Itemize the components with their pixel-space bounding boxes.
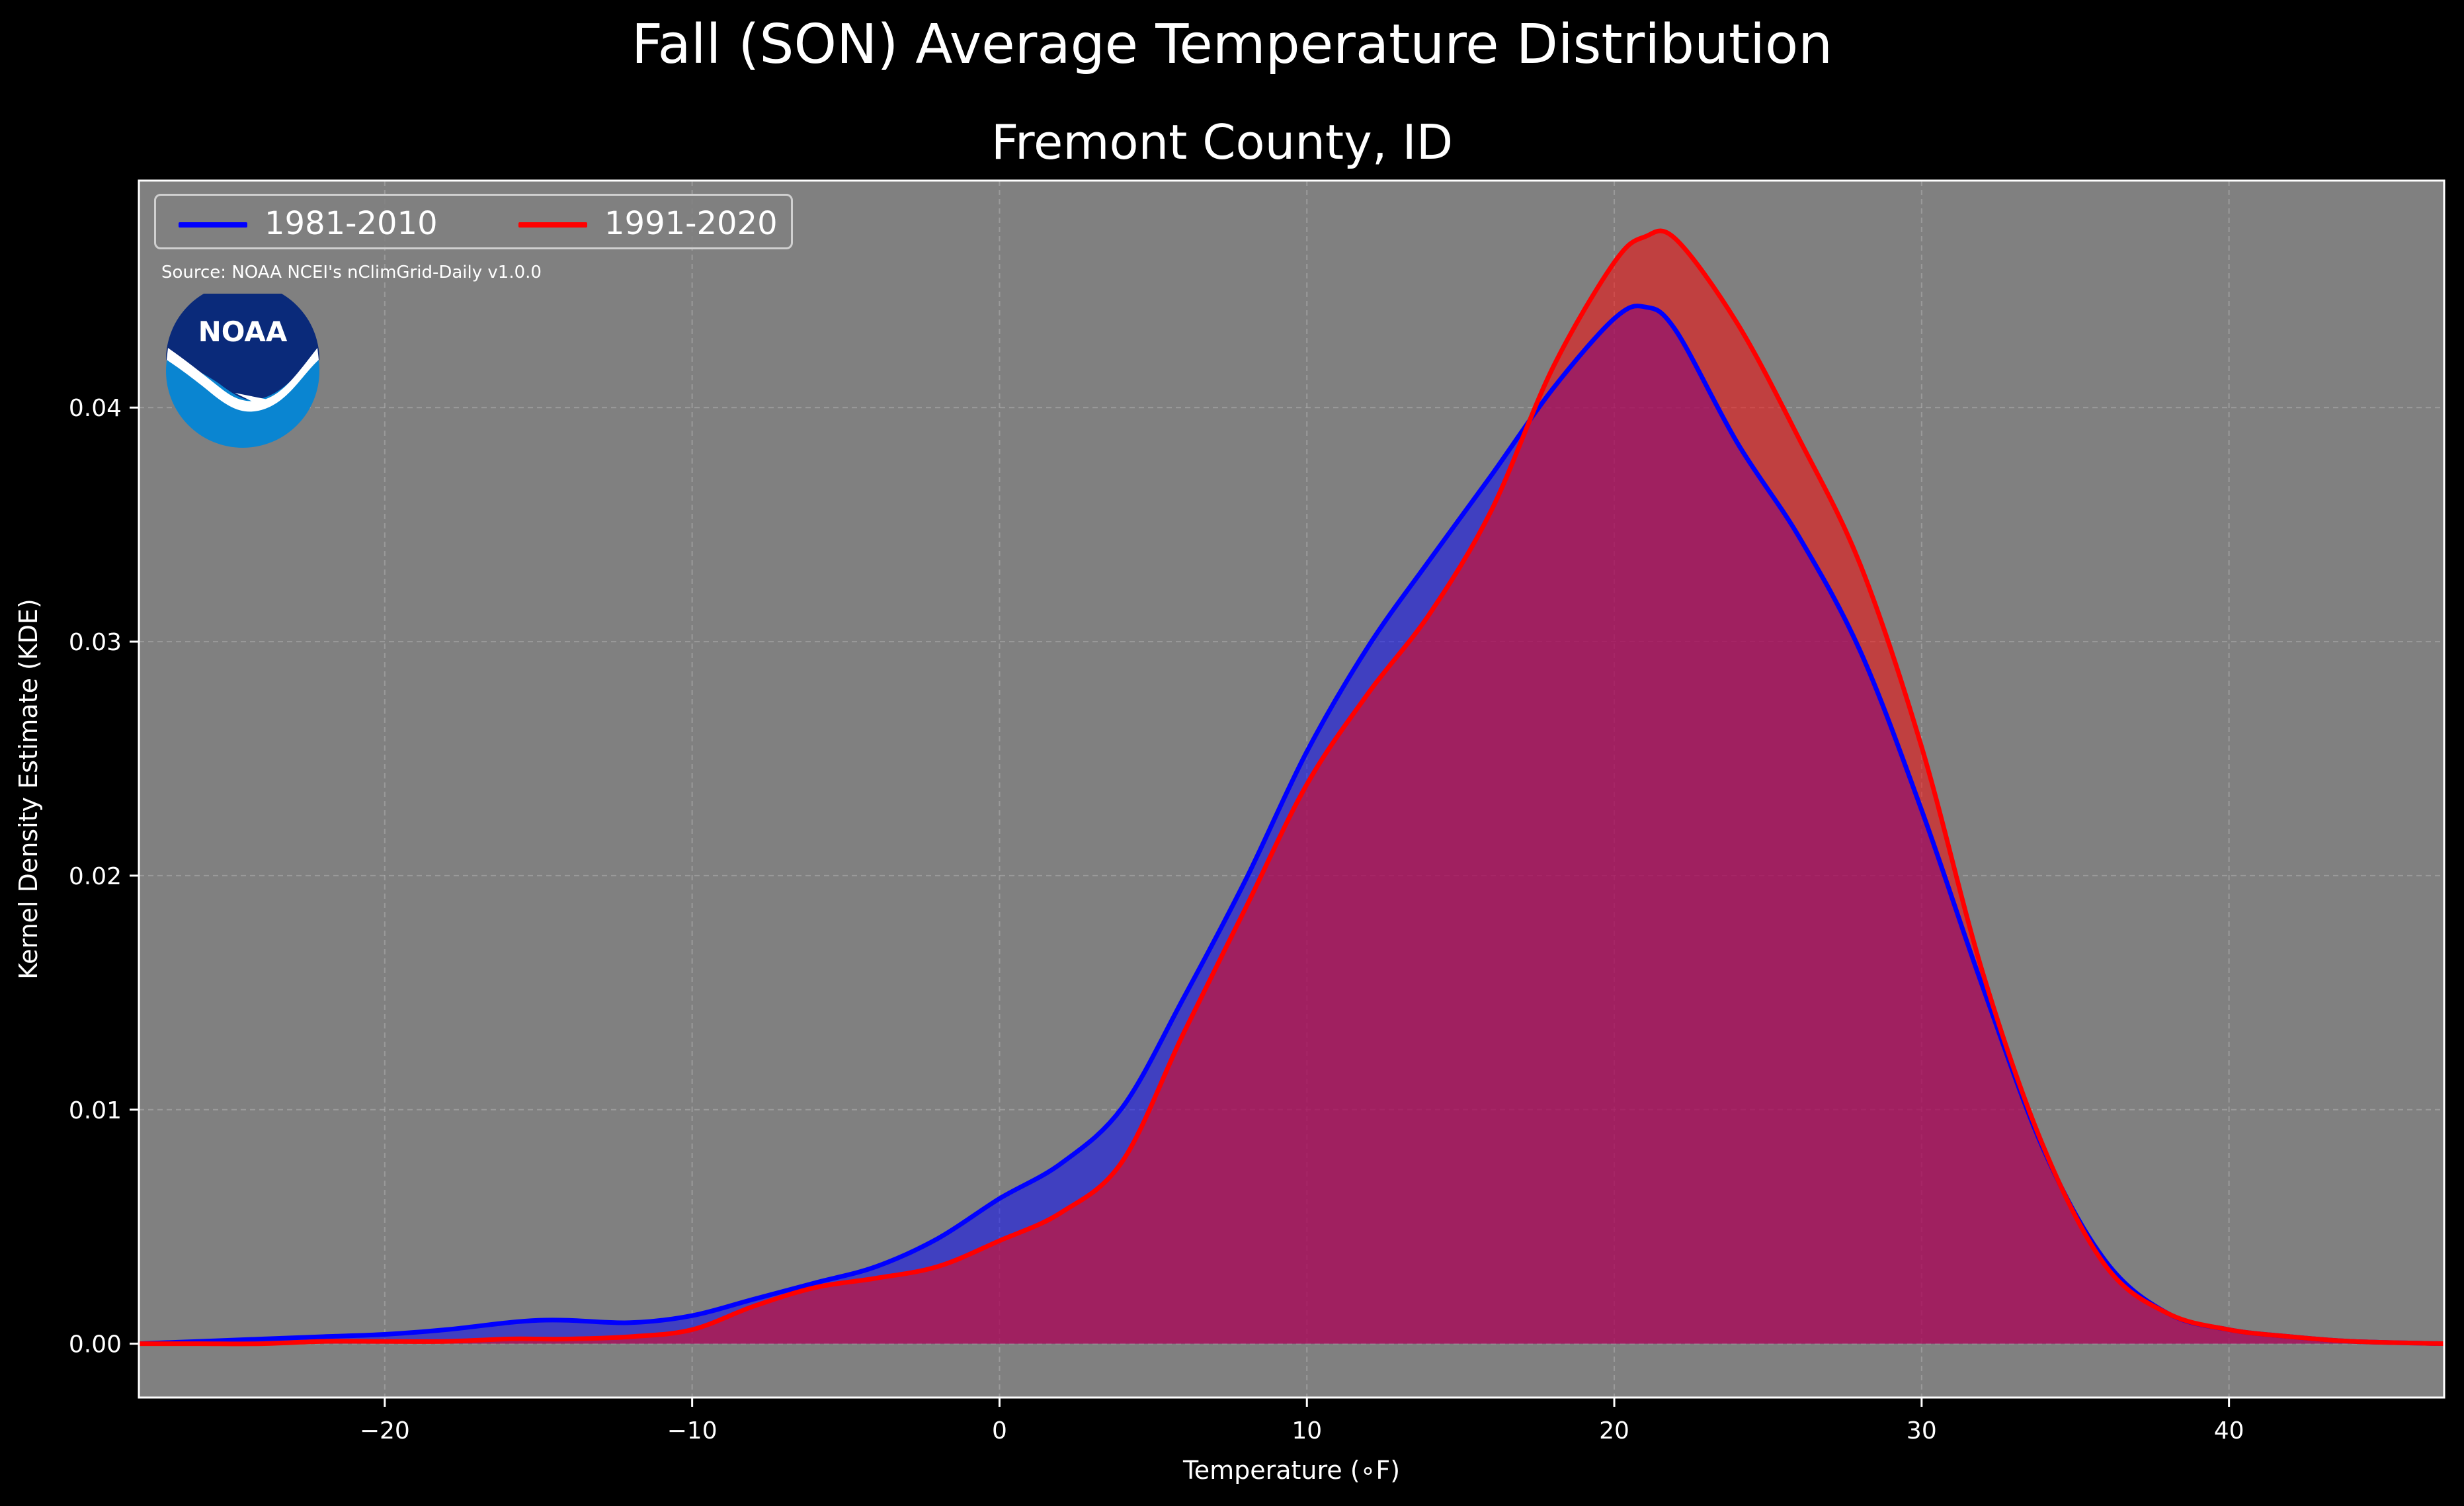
x-tick-label: −20	[360, 1417, 410, 1444]
y-tick-label: 0.00	[69, 1331, 122, 1359]
plot-frame	[138, 179, 2445, 1399]
source-note: Source: NOAA NCEI's nClimGrid-Daily v1.0…	[161, 263, 542, 282]
legend-entry-1991-2020: 1991-2020	[509, 205, 787, 242]
x-tick-label: 10	[1292, 1417, 1322, 1444]
y-axis-label: Kernel Density Estimate (KDE)	[14, 599, 43, 980]
x-tick-label: 30	[1907, 1417, 1937, 1444]
y-tick-label: 0.02	[69, 863, 122, 890]
legend-label-1991-2020: 1991-2020	[604, 205, 778, 242]
x-tick-label: 0	[992, 1417, 1007, 1444]
logo-text: NOAA	[198, 315, 288, 348]
y-tick-label: 0.04	[69, 395, 122, 422]
legend: 1981-2010 1991-2020	[154, 194, 793, 249]
series-line-1991-2020	[139, 228, 2445, 1347]
chart-title: Fremont County, ID	[991, 114, 1454, 170]
legend-entry-1981-2010: 1981-2010	[169, 205, 473, 242]
y-tick-label: 0.03	[69, 629, 122, 656]
x-tick-label: −10	[667, 1417, 718, 1444]
legend-swatch-1981-2010	[179, 222, 247, 228]
series-area-1991-2020	[139, 231, 2444, 1344]
y-tick-label: 0.01	[69, 1097, 122, 1124]
x-axis-label: Temperature (∘F)	[1182, 1456, 1400, 1485]
figure-title: Fall (SON) Average Temperature Distribut…	[631, 13, 1833, 76]
series-areas	[138, 228, 2445, 1347]
x-tick-label: 20	[1599, 1417, 1629, 1444]
x-tick-label: 40	[2214, 1417, 2244, 1444]
legend-swatch-1991-2020	[518, 222, 587, 228]
axis-ticks: −20 −10 0 10 20 30 40 0.00 0.01 0.02 0.03 0.04	[69, 395, 2244, 1444]
legend-label-1981-2010: 1981-2010	[265, 205, 438, 242]
noaa-logo: NOAA	[166, 294, 319, 448]
